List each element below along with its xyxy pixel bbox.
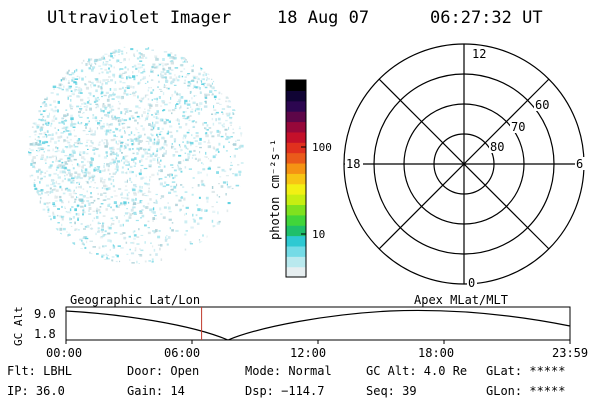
mlt-label-18: 18 (346, 157, 360, 171)
colorbar-cell (286, 111, 306, 123)
time-tick-2359: 23:59 (552, 346, 588, 360)
timeline-y-tick-min: 1.8 (34, 327, 56, 341)
lat-label-60: 60 (535, 98, 549, 112)
colorbar-cell (286, 152, 306, 164)
mlt-label-0: 0 (468, 276, 475, 290)
colorbar-cell (286, 131, 306, 143)
colorbar-cell (286, 256, 306, 268)
lat-label-80: 80 (490, 140, 504, 154)
status-filter: Flt: LBHL (7, 364, 73, 378)
mlt-label-6: 6 (576, 157, 583, 171)
observation-time: 06:27:32 UT (430, 8, 543, 28)
colorbar-cell (286, 100, 306, 112)
status-gc-alt: GC Alt: 4.0 Re (366, 364, 468, 378)
time-tick-1200: 12:00 (290, 346, 326, 360)
colorbar-cell (286, 266, 306, 278)
colorbar-cell (286, 173, 306, 185)
colorbar-cell (286, 225, 306, 237)
status-door: Door: Open (127, 364, 200, 378)
timeline-caption-geographic: Geographic Lat/Lon (70, 293, 200, 307)
instrument-title: Ultraviolet Imager (47, 8, 232, 28)
status-gain: Gain: 14 (127, 384, 185, 398)
timeline-y-axis-label: GC Alt (12, 306, 25, 346)
colorbar-cell (286, 142, 306, 154)
colorbar-cell (286, 90, 306, 102)
status-seq: Seq: 39 (366, 384, 417, 398)
mlt-label-12: 12 (472, 47, 486, 61)
colorbar-cell (286, 162, 306, 174)
colorbar-cell (286, 194, 306, 206)
colorbar-cell (286, 245, 306, 257)
status-dsp: Dsp: −114.7 (245, 384, 325, 398)
observation-date: 18 Aug 07 (277, 8, 370, 28)
altitude-curve (65, 309, 571, 341)
status-ip: IP: 36.0 (7, 384, 65, 398)
time-tick-1800: 18:00 (418, 346, 454, 360)
lat-label-70: 70 (511, 120, 525, 134)
colorbar-cell (286, 204, 306, 216)
time-tick-0600: 06:00 (164, 346, 200, 360)
colorbar-cell (286, 183, 306, 195)
time-tick-0000: 00:00 (46, 346, 82, 360)
colorbar-cell (286, 121, 306, 133)
colorbar-tick-10: 10 (312, 228, 325, 241)
colorbar-tick-100: 100 (312, 141, 332, 154)
status-glat: GLat: ***** (486, 364, 566, 378)
timeline-y-tick-max: 9.0 (34, 307, 56, 321)
status-glon: GLon: ***** (486, 384, 566, 398)
status-mode: Mode: Normal (245, 364, 332, 378)
colorbar-cell (286, 80, 306, 91)
timeline-caption-apex: Apex MLat/MLT (414, 293, 508, 307)
colorbar-cell (286, 214, 306, 226)
colorbar-unit-label: photon cm⁻²s⁻¹ (268, 139, 282, 240)
colorbar-cell (286, 235, 306, 247)
